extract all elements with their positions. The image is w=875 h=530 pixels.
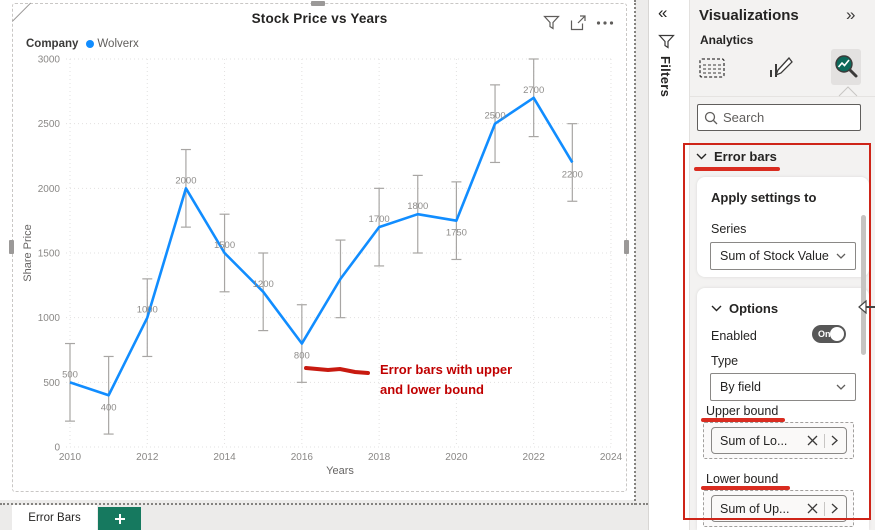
visualizations-pane-title: Visualizations: [699, 7, 799, 24]
expand-filters-icon[interactable]: «: [658, 3, 668, 22]
options-expander[interactable]: Options: [711, 301, 778, 316]
remove-field-icon[interactable]: [807, 435, 818, 446]
toggle-state-label: On: [818, 329, 831, 339]
chevron-down-icon: [696, 153, 707, 160]
more-options-icon[interactable]: [596, 20, 614, 26]
legend-series-label: Wolverx: [97, 38, 139, 50]
focus-mode-icon[interactable]: [570, 15, 587, 31]
format-brush-icon: [770, 56, 793, 77]
chip-divider: [824, 433, 825, 448]
page-boundary-bottom: [0, 503, 648, 505]
lower-bound-label: Lower bound: [706, 472, 779, 486]
line-chart-visual[interactable]: [12, 3, 627, 492]
error-bars-marker-underline: [694, 167, 780, 171]
field-options-chevron-icon[interactable]: [831, 503, 838, 514]
upper-bound-label: Upper bound: [706, 404, 779, 418]
visual-filter-icon[interactable]: [543, 15, 560, 31]
resize-handle-right[interactable]: [624, 240, 629, 254]
search-box[interactable]: [697, 104, 861, 131]
search-icon: [704, 111, 718, 124]
lower-bound-marker-underline: [701, 486, 790, 490]
remove-field-icon[interactable]: [807, 503, 818, 514]
field-options-chevron-icon[interactable]: [831, 435, 838, 446]
toggle-knob: [830, 327, 844, 341]
tab-analytics[interactable]: [831, 49, 861, 85]
resize-handle-left[interactable]: [9, 240, 14, 254]
apply-settings-card: Apply settings to Series Sum of Stock Va…: [697, 177, 869, 277]
lower-bound-field-chip[interactable]: Sum of Up...: [711, 495, 847, 522]
series-dropdown[interactable]: Sum of Stock Value: [710, 242, 856, 270]
page-tab-error-bars[interactable]: Error Bars: [12, 505, 97, 530]
error-bars-expander[interactable]: Error bars: [696, 149, 777, 164]
lower-bound-field-well[interactable]: Sum of Up...: [703, 490, 854, 527]
tab-format-visual[interactable]: [765, 52, 795, 84]
collapse-pane-icon[interactable]: »: [846, 5, 856, 24]
chart-legend: Company Wolverx: [26, 38, 139, 50]
filters-pane-label[interactable]: Filters: [658, 56, 673, 98]
chevron-down-icon: [711, 305, 722, 312]
chart-title: Stock Price vs Years: [251, 11, 388, 26]
legend-series-marker: [86, 40, 95, 48]
plus-icon: [114, 513, 125, 524]
report-canvas: Stock Price vs Years Company Wolverx 0 50…: [0, 0, 648, 530]
pane-divider: [690, 96, 875, 97]
tab-build-visual[interactable]: [697, 52, 727, 84]
selected-tab-caret: [838, 86, 858, 97]
analytics-section-label: Analytics: [700, 33, 754, 47]
legend-field-label: Company: [26, 38, 79, 50]
enabled-toggle[interactable]: On: [812, 325, 846, 343]
analytics-magnifier-icon: [835, 54, 858, 77]
options-card: Options Enabled On Type By field Upper b…: [697, 288, 869, 530]
chevron-down-icon: [836, 384, 846, 390]
apply-settings-title: Apply settings to: [711, 190, 817, 205]
annotation-text: Error bars with upper and lower bound: [380, 362, 513, 397]
upper-bound-field-well[interactable]: Sum of Lo...: [703, 422, 854, 459]
upper-bound-field-chip[interactable]: Sum of Lo...: [711, 427, 847, 454]
build-visual-icon: [699, 58, 725, 78]
page-boundary-right: [634, 0, 636, 505]
pane-scrollbar-thumb[interactable]: [861, 215, 866, 355]
chevron-down-icon: [836, 253, 846, 259]
enabled-label: Enabled: [711, 329, 757, 343]
filters-funnel-icon[interactable]: [658, 34, 675, 50]
type-label: Type: [711, 354, 739, 368]
upper-bound-marker-underline: [701, 418, 785, 422]
type-dropdown[interactable]: By field: [710, 373, 856, 401]
series-label: Series: [711, 222, 747, 236]
resize-handle-top[interactable]: [311, 1, 325, 6]
chip-divider: [824, 501, 825, 516]
new-page-button[interactable]: [98, 507, 141, 530]
search-input[interactable]: [723, 110, 843, 125]
